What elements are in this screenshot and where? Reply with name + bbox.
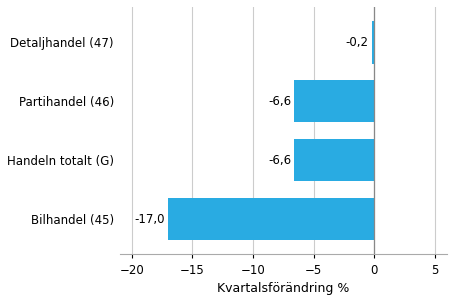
Text: -17,0: -17,0 [134,213,165,226]
Bar [294,80,374,122]
Bar [372,21,374,63]
Text: -6,6: -6,6 [268,95,291,108]
Bar [294,139,374,182]
X-axis label: Kvartalsförändring %: Kvartalsförändring % [217,282,350,295]
Bar [168,198,374,240]
Text: -0,2: -0,2 [346,36,369,49]
Text: -6,6: -6,6 [268,154,291,167]
